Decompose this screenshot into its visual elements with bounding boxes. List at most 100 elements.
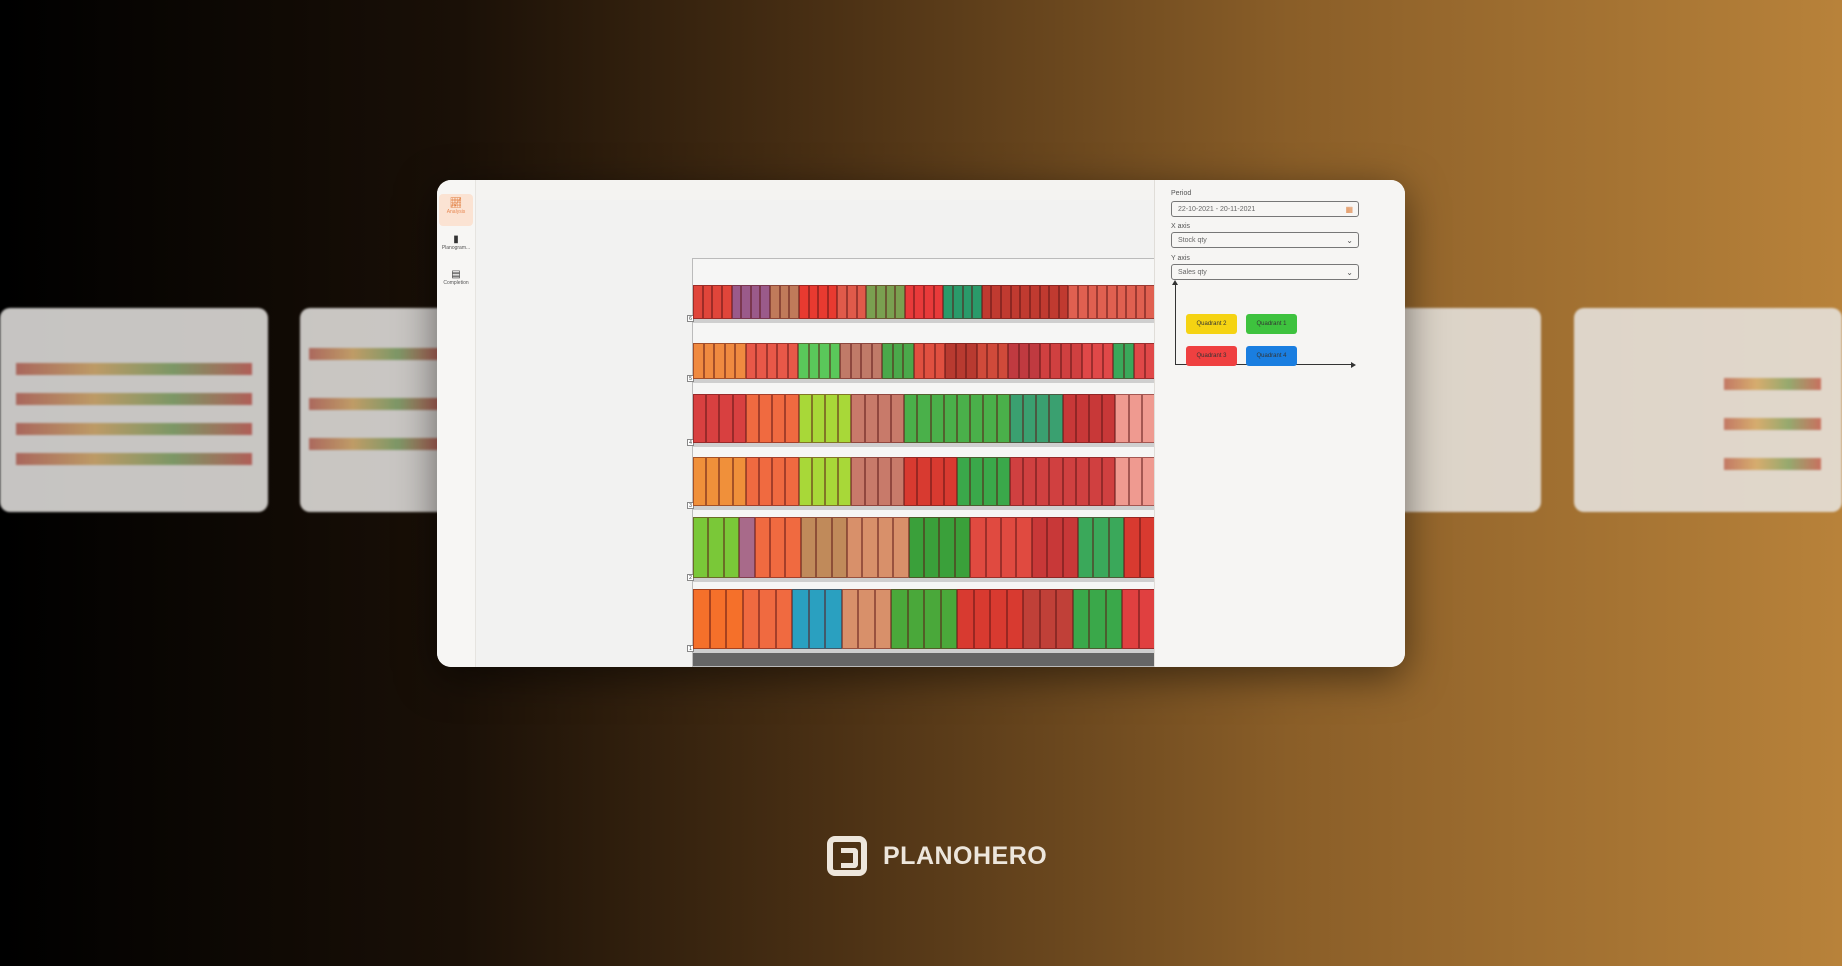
product-facing[interactable] [766,343,777,379]
product-facing[interactable] [787,343,798,379]
product-facing[interactable] [1008,343,1019,379]
product-facing[interactable] [742,589,759,649]
product-facing[interactable] [825,394,839,443]
product-facing[interactable] [851,457,865,506]
product-facing[interactable] [907,589,924,649]
product-facing[interactable] [693,589,710,649]
product-facing[interactable] [957,589,974,649]
product-facing[interactable] [892,343,903,379]
product-facing[interactable] [904,285,915,319]
product-facing[interactable] [723,517,740,578]
product-facing[interactable] [914,285,924,319]
product-facing[interactable] [739,517,755,578]
product-facing[interactable] [917,457,931,506]
product-facing[interactable] [693,517,709,578]
product-facing[interactable] [792,589,809,649]
product-facing[interactable] [877,517,894,578]
quadrant-3-button[interactable]: Quadrant 3 [1186,346,1237,366]
product-facing[interactable] [745,343,756,379]
product-facing[interactable] [972,285,982,319]
product-facing[interactable] [1124,517,1140,578]
product-facing[interactable] [724,343,735,379]
product-facing[interactable] [777,343,788,379]
product-facing[interactable] [735,343,746,379]
product-facing[interactable] [1134,343,1145,379]
product-facing[interactable] [1039,285,1050,319]
product-facing[interactable] [1102,394,1116,443]
product-facing[interactable] [858,589,875,649]
product-facing[interactable] [917,394,931,443]
y-axis-select[interactable]: Sales qty ⌄ [1171,264,1359,280]
product-facing[interactable] [811,457,825,506]
sidebar-item-planogram[interactable]: ▮ Planogram... [439,230,473,262]
product-facing[interactable] [997,343,1008,379]
product-facing[interactable] [1078,285,1088,319]
product-facing[interactable] [850,343,861,379]
product-facing[interactable] [719,394,733,443]
product-facing[interactable] [875,285,886,319]
product-facing[interactable] [1018,343,1029,379]
product-facing[interactable] [1089,394,1103,443]
product-facing[interactable] [990,589,1007,649]
product-facing[interactable] [811,394,825,443]
product-facing[interactable] [1089,589,1106,649]
product-facing[interactable] [798,285,809,319]
product-facing[interactable] [825,457,839,506]
product-facing[interactable] [1141,457,1155,506]
product-facing[interactable] [712,285,722,319]
product-facing[interactable] [940,589,957,649]
product-facing[interactable] [759,457,773,506]
product-facing[interactable] [877,457,891,506]
product-facing[interactable] [818,285,828,319]
product-facing[interactable] [1138,589,1155,649]
product-facing[interactable] [1039,589,1056,649]
product-facing[interactable] [1006,589,1023,649]
product-facing[interactable] [895,285,905,319]
product-facing[interactable] [952,285,963,319]
product-facing[interactable] [1031,517,1048,578]
product-facing[interactable] [1029,285,1040,319]
product-facing[interactable] [775,589,792,649]
product-facing[interactable] [1089,457,1103,506]
product-facing[interactable] [731,285,742,319]
period-date-range-input[interactable]: 22-10-2021 - 20-11-2021 ▦ [1171,201,1359,217]
product-facing[interactable] [726,589,743,649]
product-facing[interactable] [847,285,857,319]
product-facing[interactable] [924,517,940,578]
product-facing[interactable] [973,589,990,649]
product-facing[interactable] [831,517,847,578]
product-facing[interactable] [745,457,759,506]
product-facing[interactable] [1071,343,1082,379]
product-facing[interactable] [981,285,992,319]
product-facing[interactable] [1141,394,1155,443]
product-facing[interactable] [996,457,1010,506]
product-facing[interactable] [1023,457,1037,506]
product-facing[interactable] [1106,285,1117,319]
product-facing[interactable] [825,589,842,649]
product-facing[interactable] [741,285,751,319]
product-facing[interactable] [891,457,905,506]
product-facing[interactable] [1115,394,1129,443]
product-facing[interactable] [924,343,935,379]
product-facing[interactable] [983,394,997,443]
product-facing[interactable] [785,517,801,578]
product-facing[interactable] [856,285,867,319]
product-facing[interactable] [1029,343,1040,379]
product-facing[interactable] [955,343,966,379]
product-facing[interactable] [939,517,955,578]
product-facing[interactable] [808,285,819,319]
product-facing[interactable] [1023,589,1040,649]
product-facing[interactable] [702,285,713,319]
product-facing[interactable] [864,394,878,443]
product-facing[interactable] [1047,517,1063,578]
product-facing[interactable] [1001,517,1017,578]
product-facing[interactable] [1102,343,1113,379]
product-facing[interactable] [943,457,957,506]
product-facing[interactable] [808,589,825,649]
product-facing[interactable] [759,589,776,649]
product-facing[interactable] [1010,285,1021,319]
product-facing[interactable] [962,285,973,319]
product-facing[interactable] [785,394,799,443]
product-facing[interactable] [924,285,934,319]
product-facing[interactable] [770,517,786,578]
